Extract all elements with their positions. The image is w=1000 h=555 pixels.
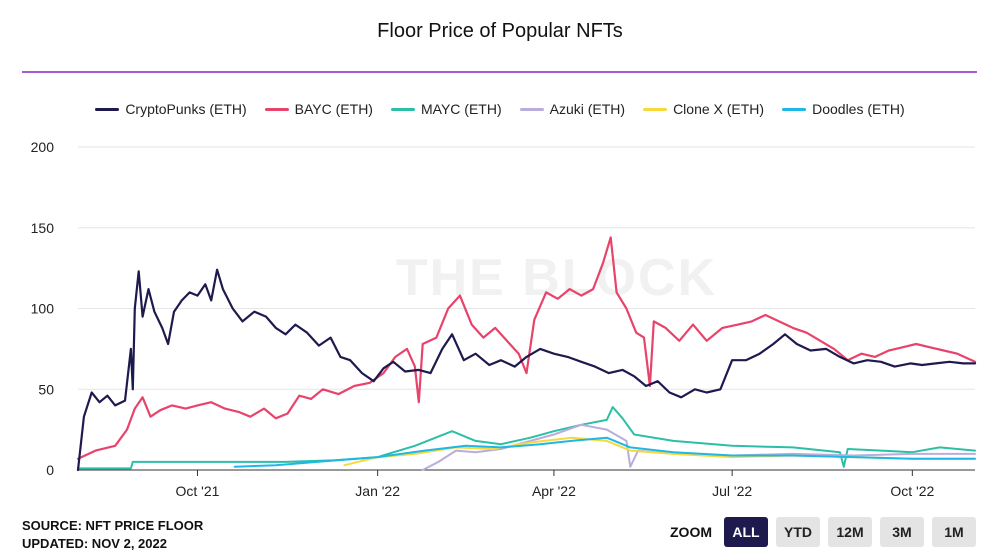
legend-label: Azuki (ETH) (549, 101, 626, 117)
legend-swatch (390, 107, 415, 111)
source-note: SOURCE: NFT PRICE FLOOR UPDATED: NOV 2, … (22, 517, 203, 553)
series-line-bayc-eth (76, 236, 977, 460)
zoom-button-all[interactable]: ALL (724, 517, 768, 547)
legend-item-3[interactable]: Azuki (ETH) (519, 101, 626, 117)
legend-label: Clone X (ETH) (673, 101, 765, 117)
legend-swatch (643, 107, 668, 111)
legend-item-5[interactable]: Doodles (ETH) (782, 101, 905, 117)
updated-text: UPDATED: NOV 2, 2022 (22, 536, 167, 551)
x-tick-label-2: Apr '22 (532, 483, 576, 499)
zoom-button-3m[interactable]: 3M (880, 517, 924, 547)
chart-legend: CryptoPunks (ETH) BAYC (ETH) MAYC (ETH) Azu… (0, 101, 1000, 117)
title-divider (22, 71, 977, 73)
zoom-button-ytd[interactable]: YTD (776, 517, 820, 547)
legend-item-1[interactable]: BAYC (ETH) (264, 101, 373, 117)
y-tick-label-100: 100 (31, 301, 55, 317)
zoom-button-1m[interactable]: 1M (932, 517, 976, 547)
series-line-azuki-eth (421, 423, 976, 471)
legend-label: CryptoPunks (ETH) (125, 101, 247, 117)
legend-swatch (264, 107, 289, 111)
legend-swatch (519, 107, 544, 111)
legend-item-2[interactable]: MAYC (ETH) (390, 101, 502, 117)
x-tick-label-4: Oct '22 (890, 483, 934, 499)
legend-label: MAYC (ETH) (420, 101, 502, 117)
series-line-cryptopunks-eth (76, 268, 977, 472)
chart-title: Floor Price of Popular NFTs (377, 20, 623, 42)
x-tick-label-1: Jan '22 (355, 483, 400, 499)
x-tick-label-3: Jul '22 (712, 483, 752, 499)
zoom-label: ZOOM (670, 524, 712, 540)
y-tick-label-150: 150 (31, 220, 55, 236)
legend-label: Doodles (ETH) (812, 101, 905, 117)
y-tick-label-50: 50 (38, 381, 54, 397)
legend-item-4[interactable]: Clone X (ETH) (643, 101, 764, 117)
series-line-doodles-eth (233, 436, 976, 468)
x-tick-label-0: Oct '21 (176, 483, 220, 499)
y-tick-label-200: 200 (31, 139, 55, 155)
legend-label: BAYC (ETH) (294, 101, 373, 117)
legend-swatch (95, 107, 120, 111)
series-line-mayc-eth (77, 406, 976, 470)
y-tick-label-0: 0 (46, 462, 54, 478)
source-text: SOURCE: NFT PRICE FLOOR (22, 518, 204, 533)
zoom-controls: ZOOM ALL YTD 12M 3M 1M (670, 517, 976, 547)
legend-swatch (782, 107, 807, 111)
legend-item-0[interactable]: CryptoPunks (ETH) (95, 101, 247, 117)
zoom-button-12m[interactable]: 12M (828, 517, 872, 547)
